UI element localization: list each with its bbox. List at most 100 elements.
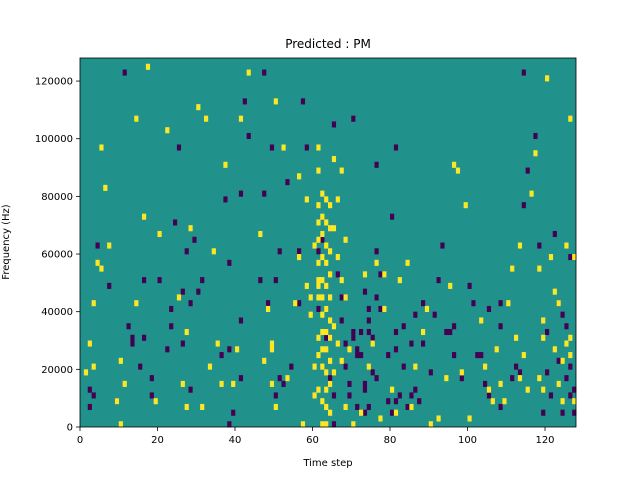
heatmap-cell-low: [200, 277, 205, 284]
heatmap-cell-high: [331, 369, 337, 376]
heatmap-cell-high: [378, 415, 383, 422]
heatmap-cell-low: [238, 317, 244, 324]
heatmap-cell-high: [83, 369, 89, 376]
heatmap-cell-high: [316, 144, 321, 151]
heatmap-cell-high: [510, 265, 515, 272]
heatmap-cell-high: [320, 398, 325, 405]
heatmap-cell-low: [517, 369, 523, 376]
heatmap-cell-low: [362, 288, 368, 295]
heatmap-cell-low: [448, 328, 453, 336]
heatmap-cell-high: [436, 415, 441, 422]
heatmap-cell-high: [219, 380, 224, 387]
heatmap-cell-high: [331, 225, 337, 232]
heatmap-cell-high: [281, 144, 286, 151]
heatmap-cell-low: [444, 328, 449, 336]
heatmap-cell-high: [421, 328, 426, 336]
heatmap-cell-high: [328, 271, 333, 278]
heatmap-cell-low: [486, 305, 492, 312]
heatmap-cell-high: [347, 346, 352, 353]
heatmap-cell-low: [440, 242, 445, 249]
heatmap-cell-high: [362, 271, 368, 278]
heatmap-cell-low: [269, 144, 275, 151]
heatmap-cell-high: [107, 242, 112, 249]
heatmap-cell-high: [517, 375, 523, 382]
y-tick-label: 120000: [35, 77, 73, 88]
heatmap-cell-low: [533, 132, 538, 140]
heatmap-cell-high: [320, 277, 325, 284]
heatmap-cell-high: [564, 340, 569, 347]
heatmap-cell-low: [514, 363, 519, 370]
heatmap-cell-high: [556, 300, 561, 307]
heatmap-cell-low: [568, 363, 573, 370]
heatmap-cell-high: [339, 277, 344, 284]
heatmap-cell-low: [196, 288, 201, 295]
heatmap-cell-high: [413, 363, 418, 370]
heatmap-cell-high: [486, 386, 492, 393]
heatmap-cell-low: [316, 248, 321, 255]
x-tick-label: 120: [535, 435, 554, 446]
heatmap-cell-high: [215, 340, 220, 347]
heatmap-cell-low: [374, 248, 379, 255]
heatmap-cell-high: [541, 317, 546, 324]
heatmap-cell-high: [479, 317, 484, 324]
heatmap-cell-high: [134, 115, 139, 122]
heatmap-cell-high: [320, 421, 325, 428]
heatmap-cell-high: [548, 254, 554, 261]
heatmap-cell-high: [572, 254, 577, 261]
heatmap-cell-high: [262, 357, 267, 364]
heatmap-cell-high: [541, 386, 546, 393]
heatmap-cell-high: [95, 259, 100, 266]
heatmap-cell-low: [331, 421, 337, 428]
heatmap-cell-high: [335, 196, 340, 203]
heatmap-cell-low: [351, 115, 356, 122]
heatmap-cell-high: [359, 409, 364, 416]
heatmap-cell-low: [366, 328, 371, 336]
heatmap-cell-low: [266, 300, 271, 307]
heatmap-cell-high: [409, 403, 414, 411]
heatmap-cell-low: [277, 248, 282, 255]
heatmap-cell-high: [537, 265, 542, 272]
heatmap-cell-high: [517, 242, 523, 249]
heatmap-cell-low: [339, 317, 344, 324]
heatmap-cell-low: [324, 334, 329, 341]
heatmap-cell-low: [273, 392, 278, 399]
heatmap-cell-high: [188, 225, 193, 232]
heatmap-cell-high: [316, 334, 321, 341]
heatmap-cell-high: [545, 75, 550, 82]
heatmap-cell-low: [192, 236, 197, 243]
heatmap-cell-high: [304, 196, 309, 203]
heatmap-cell-low: [397, 392, 402, 399]
heatmap-cell-low: [374, 375, 379, 382]
heatmap-cell-high: [207, 363, 213, 370]
heatmap-cell-high: [483, 363, 488, 370]
heatmap-cell-high: [91, 300, 96, 307]
heatmap-cell-low: [359, 352, 364, 359]
heatmap-cell-high: [165, 127, 170, 134]
heatmap-cell-low: [366, 403, 371, 411]
heatmap-cell-low: [541, 409, 546, 416]
heatmap-cell-low: [149, 392, 154, 399]
heatmap-cell-high: [320, 311, 325, 318]
heatmap-cell-high: [316, 167, 321, 174]
heatmap-cell-high: [316, 386, 321, 393]
heatmap-cell-low: [452, 352, 457, 359]
heatmap-cell-high: [273, 403, 278, 411]
heatmap-cell-high: [297, 173, 302, 180]
heatmap-cell-high: [374, 259, 379, 266]
heatmap-cell-low: [510, 375, 515, 382]
heatmap-cell-high: [114, 398, 120, 405]
heatmap-cell-low: [227, 421, 232, 428]
heatmap-cell-high: [390, 386, 395, 393]
heatmap-cell-low: [355, 352, 360, 359]
heatmap-cell-high: [397, 277, 402, 284]
heatmap-cell-high: [324, 196, 329, 203]
heatmap-cell-low: [297, 300, 302, 307]
heatmap-cell-high: [328, 334, 333, 341]
heatmap-cell-high: [328, 357, 333, 364]
heatmap-cell-high: [568, 115, 573, 122]
heatmap-cell-high: [308, 294, 313, 301]
heatmap-cell-high: [463, 202, 468, 209]
heatmap-cell-low: [568, 254, 573, 261]
heatmap-cell-high: [320, 190, 325, 197]
